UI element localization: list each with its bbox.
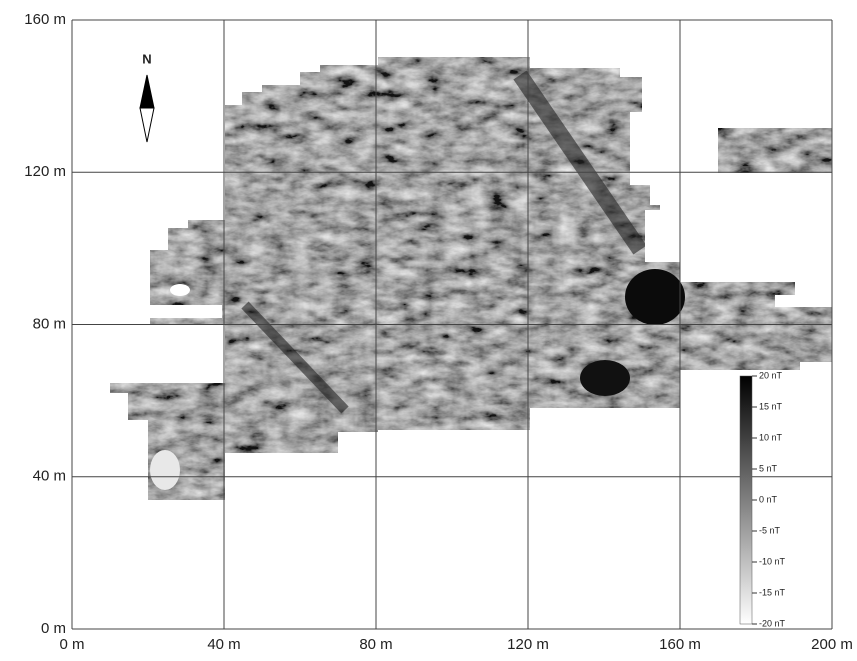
survey-map: 0 m 40 m 80 m 120 m 160 m 200 m 0 m 40 m 80 m 120… — [0, 0, 857, 656]
colorbar-label: -5 nT — [759, 525, 781, 535]
colorbar-label: 5 nT — [759, 463, 778, 473]
colorbar-label: 10 nT — [759, 432, 783, 442]
x-tick-label: 200 m — [811, 636, 853, 653]
y-tick-label: 80 m — [33, 315, 66, 332]
x-tick-label: 120 m — [507, 636, 549, 653]
survey-data — [100, 50, 840, 510]
colorbar-label: -10 nT — [759, 556, 786, 566]
y-tick-label: 40 m — [33, 468, 66, 485]
x-tick-label: 40 m — [207, 636, 240, 653]
x-tick-label: 0 m — [59, 636, 84, 653]
colorbar: 20 nT 15 nT 10 nT 5 nT 0 nT -5 nT -10 nT -15 nT… — [740, 370, 786, 628]
colorbar-label: -15 nT — [759, 587, 786, 597]
colorbar-label: 20 nT — [759, 370, 783, 380]
y-tick-label: 120 m — [24, 163, 66, 180]
north-arrow: N — [140, 51, 154, 142]
x-tick-label: 80 m — [359, 636, 392, 653]
x-tick-label: 160 m — [659, 636, 701, 653]
colorbar-ramp — [740, 376, 752, 624]
colorbar-label: 0 nT — [759, 494, 778, 504]
north-label: N — [142, 51, 151, 66]
y-tick-label: 160 m — [24, 11, 66, 28]
colorbar-label: -20 nT — [759, 618, 786, 628]
y-tick-label: 0 m — [41, 620, 66, 637]
colorbar-label: 15 nT — [759, 401, 783, 411]
